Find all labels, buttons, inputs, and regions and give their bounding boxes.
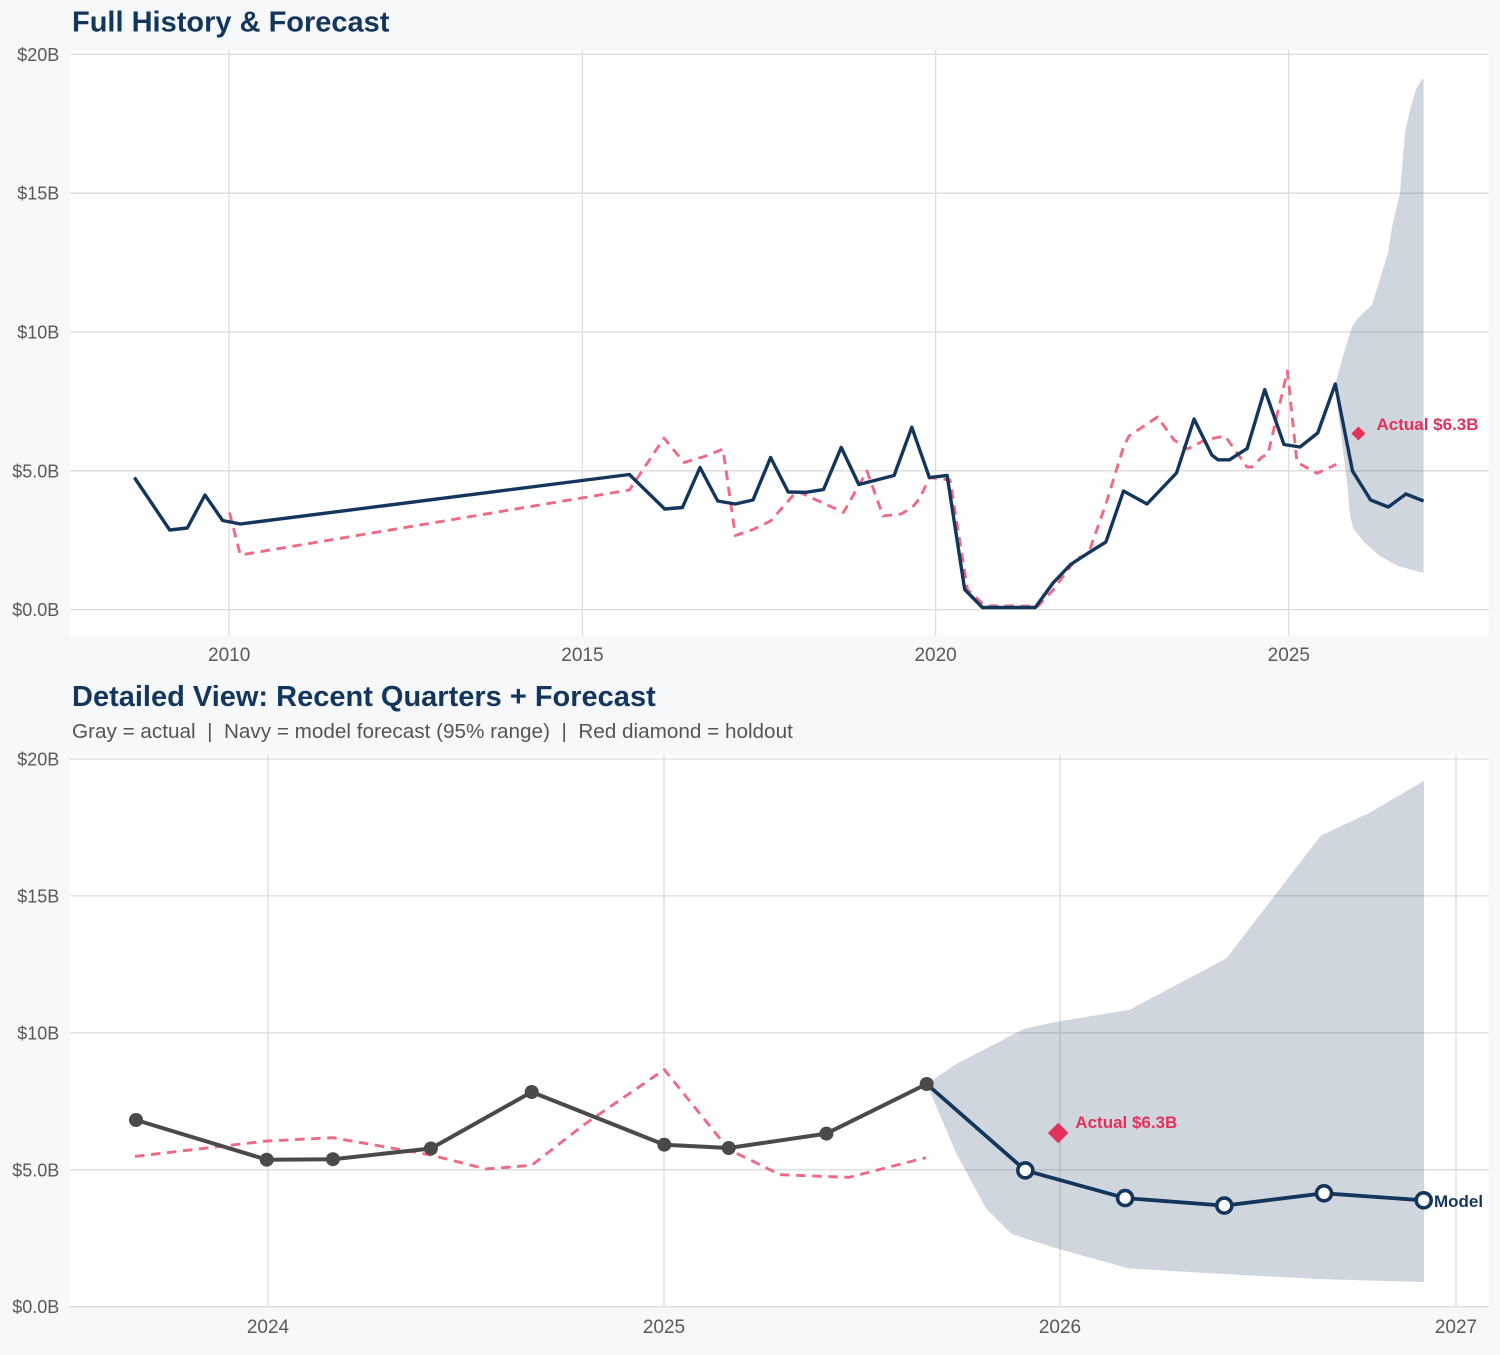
svg-text:Actual $6.3B: Actual $6.3B <box>1377 415 1479 434</box>
svg-text:$20B: $20B <box>17 45 59 65</box>
svg-text:Full History & Forecast: Full History & Forecast <box>72 7 390 39</box>
svg-text:2020: 2020 <box>914 645 956 666</box>
svg-text:2025: 2025 <box>1268 645 1310 666</box>
svg-text:Detailed View: Recent Quarters: Detailed View: Recent Quarters + Forecas… <box>72 681 656 713</box>
svg-text:$10B: $10B <box>17 323 59 343</box>
svg-text:$0.0B: $0.0B <box>12 1297 59 1317</box>
svg-text:$5.0B: $5.0B <box>12 1160 59 1180</box>
svg-text:$20B: $20B <box>17 750 59 770</box>
svg-text:2025: 2025 <box>643 1317 685 1338</box>
svg-text:2010: 2010 <box>208 645 250 666</box>
svg-text:Gray = actual | Navy = model: Gray = actual | Navy = model forecast (9… <box>72 720 793 743</box>
svg-text:2027: 2027 <box>1435 1317 1477 1338</box>
svg-text:2026: 2026 <box>1039 1317 1081 1338</box>
svg-text:Actual $6.3B: Actual $6.3B <box>1075 1113 1177 1132</box>
svg-text:$0.0B: $0.0B <box>12 600 59 620</box>
svg-text:$15B: $15B <box>17 886 59 906</box>
svg-text:$10B: $10B <box>17 1023 59 1043</box>
svg-text:2015: 2015 <box>561 645 603 666</box>
svg-text:$15B: $15B <box>17 184 59 204</box>
svg-text:2024: 2024 <box>247 1317 290 1338</box>
svg-text:$5.0B: $5.0B <box>12 461 59 481</box>
svg-text:Model: Model <box>1434 1192 1483 1211</box>
